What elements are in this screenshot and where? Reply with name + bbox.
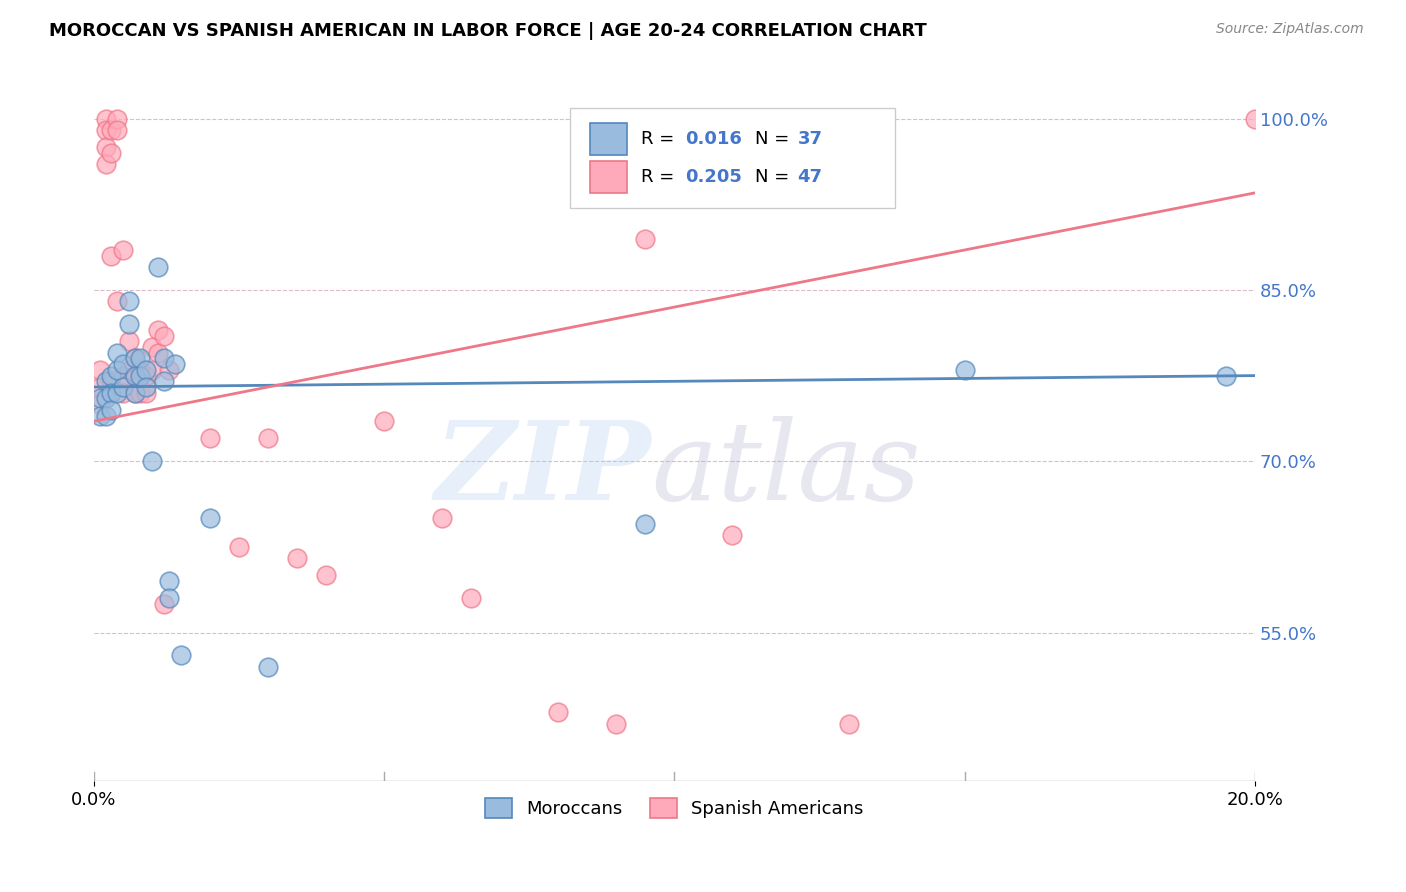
Point — [146, 260, 169, 274]
Point — [634, 517, 657, 532]
Point — [152, 328, 174, 343]
Point — [118, 317, 141, 331]
Point — [124, 351, 146, 366]
Point — [89, 380, 111, 394]
Point — [157, 363, 180, 377]
Point — [432, 511, 454, 525]
Point — [124, 351, 146, 366]
Text: N =: N = — [755, 168, 794, 186]
Point — [89, 392, 111, 406]
Point — [141, 363, 163, 377]
Point — [118, 363, 141, 377]
FancyBboxPatch shape — [589, 123, 627, 154]
Point — [100, 374, 122, 388]
Point — [141, 340, 163, 354]
Point — [105, 363, 128, 377]
Text: R =: R = — [641, 168, 679, 186]
FancyBboxPatch shape — [569, 109, 896, 208]
Point — [105, 123, 128, 137]
Point — [100, 249, 122, 263]
Point — [100, 385, 122, 400]
Point — [100, 402, 122, 417]
Point — [105, 345, 128, 359]
Point — [118, 334, 141, 349]
Point — [135, 385, 157, 400]
Point — [129, 363, 152, 377]
Text: 0.205: 0.205 — [685, 168, 742, 186]
Point — [100, 368, 122, 383]
Point — [547, 706, 569, 720]
Point — [111, 385, 134, 400]
Point — [257, 660, 280, 674]
Point — [111, 357, 134, 371]
Point — [89, 397, 111, 411]
Point — [100, 123, 122, 137]
Point — [198, 511, 221, 525]
Point — [105, 112, 128, 126]
Legend: Moroccans, Spanish Americans: Moroccans, Spanish Americans — [478, 790, 870, 825]
Point — [94, 157, 117, 171]
Point — [111, 368, 134, 383]
Text: 47: 47 — [797, 168, 823, 186]
Point — [460, 591, 482, 606]
Text: 0.016: 0.016 — [685, 130, 742, 148]
Text: MOROCCAN VS SPANISH AMERICAN IN LABOR FORCE | AGE 20-24 CORRELATION CHART: MOROCCAN VS SPANISH AMERICAN IN LABOR FO… — [49, 22, 927, 40]
Point — [157, 574, 180, 589]
Point — [89, 409, 111, 423]
Text: R =: R = — [641, 130, 679, 148]
Text: ZIP: ZIP — [434, 416, 651, 524]
Point — [170, 648, 193, 663]
Text: 37: 37 — [797, 130, 823, 148]
Point — [721, 528, 744, 542]
Point — [634, 231, 657, 245]
Point — [157, 591, 180, 606]
Point — [94, 123, 117, 137]
Point — [146, 345, 169, 359]
Point — [373, 414, 395, 428]
Point — [94, 392, 117, 406]
Point — [228, 540, 250, 554]
FancyBboxPatch shape — [589, 161, 627, 193]
Point — [94, 374, 117, 388]
Point — [257, 431, 280, 445]
Text: Source: ZipAtlas.com: Source: ZipAtlas.com — [1216, 22, 1364, 37]
Point — [89, 363, 111, 377]
Point — [285, 551, 308, 566]
Point — [1244, 112, 1267, 126]
Point — [152, 374, 174, 388]
Point — [129, 351, 152, 366]
Point — [105, 294, 128, 309]
Point — [605, 717, 627, 731]
Point — [198, 431, 221, 445]
Point — [111, 243, 134, 257]
Point — [105, 385, 128, 400]
Point — [94, 140, 117, 154]
Point — [124, 368, 146, 383]
Point — [152, 597, 174, 611]
Point — [135, 368, 157, 383]
Point — [118, 294, 141, 309]
Point — [146, 323, 169, 337]
Text: N =: N = — [755, 130, 794, 148]
Point — [953, 363, 976, 377]
Point — [135, 380, 157, 394]
Point — [152, 351, 174, 366]
Point — [124, 368, 146, 383]
Point — [124, 385, 146, 400]
Point — [100, 145, 122, 160]
Point — [135, 363, 157, 377]
Text: atlas: atlas — [651, 416, 921, 524]
Point — [94, 112, 117, 126]
Point — [141, 454, 163, 468]
Point — [124, 385, 146, 400]
Point — [129, 385, 152, 400]
Point — [129, 368, 152, 383]
Point — [94, 409, 117, 423]
Point — [838, 717, 860, 731]
Point — [315, 568, 337, 582]
Point — [111, 380, 134, 394]
Point — [1215, 368, 1237, 383]
Point — [165, 357, 187, 371]
